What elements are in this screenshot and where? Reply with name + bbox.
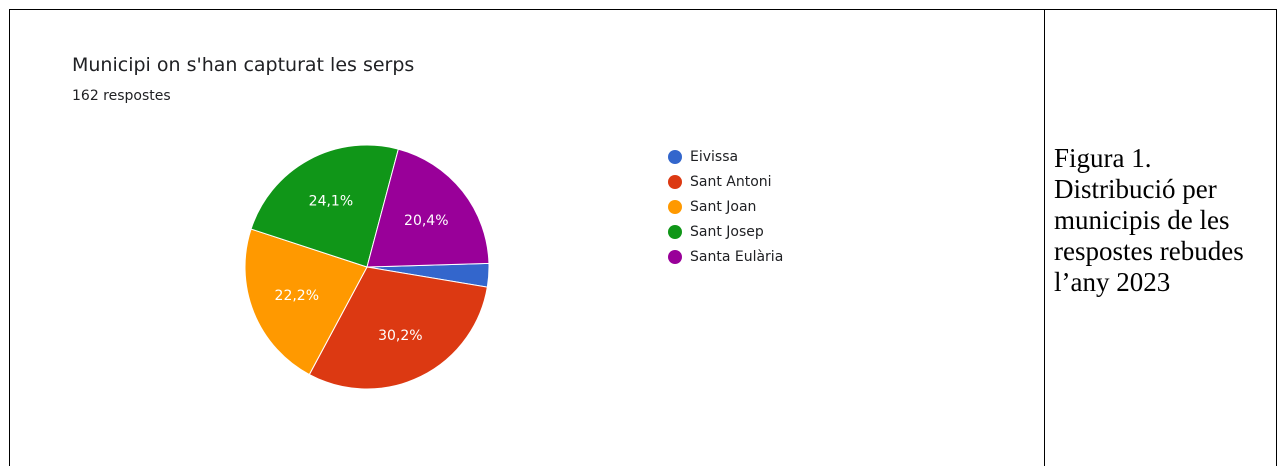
caption-line: Figura 1.	[1054, 143, 1152, 173]
legend-label: Santa Eulària	[690, 248, 784, 265]
legend-item: Sant Antoni	[668, 169, 783, 194]
chart-title: Municipi on s'han capturat les serps	[72, 54, 415, 76]
caption-line: municipis de les	[1054, 205, 1230, 235]
legend-item: Eivissa	[668, 144, 783, 169]
legend-label: Sant Josep	[690, 223, 764, 240]
legend-swatch	[668, 249, 682, 264]
pie-data-label: 30,2%	[378, 328, 422, 344]
legend-swatch	[668, 224, 682, 239]
column-divider	[1044, 9, 1045, 466]
legend-item: Sant Josep	[668, 219, 783, 244]
figure-caption: Figura 1. Distribució per municipis de l…	[1054, 143, 1282, 298]
legend-swatch	[668, 149, 682, 164]
pie-data-label: 22,2%	[275, 288, 319, 304]
legend-swatch	[668, 174, 682, 189]
pie-slice-sant-antoni	[308, 266, 488, 390]
caption-line: Distribució per	[1054, 174, 1217, 204]
pie-slice-sant-joan	[244, 228, 368, 376]
legend-label: Eivissa	[690, 148, 739, 165]
pie-data-label: 20,4%	[404, 213, 448, 229]
table-frame	[9, 9, 1277, 466]
legend-swatch	[668, 199, 682, 214]
legend-label: Sant Antoni	[690, 173, 772, 190]
caption-line: respostes rebudes	[1054, 236, 1244, 266]
legend-item: Sant Joan	[668, 194, 783, 219]
caption-line: l’any 2023	[1054, 267, 1171, 297]
pie-slice-sant-josep	[250, 144, 399, 268]
chart-legend: Eivissa Sant Antoni Sant Joan Sant Josep San…	[668, 144, 783, 269]
chart-subtitle: 162 respostes	[72, 88, 171, 104]
legend-item: Santa Eulària	[668, 244, 783, 269]
legend-label: Sant Joan	[690, 198, 757, 215]
pie-slice-santa-eul-ria	[366, 148, 490, 268]
pie-data-label: 24,1%	[309, 194, 353, 210]
pie-chart: 30,2% 22,2% 24,1% 20,4%	[244, 144, 490, 390]
